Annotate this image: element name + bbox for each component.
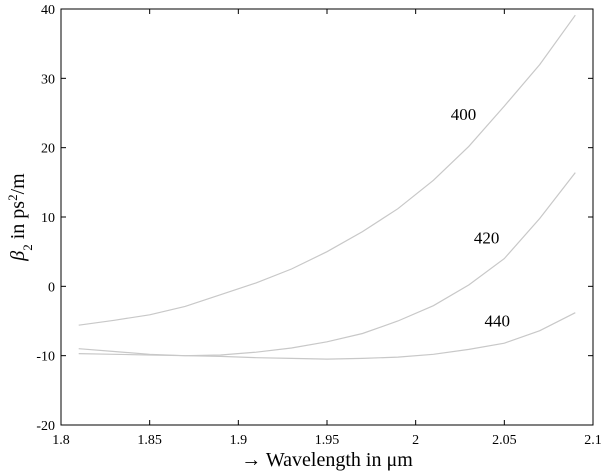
- x-tick-label: 1.8: [52, 433, 70, 448]
- y-tick-label: -20: [36, 419, 55, 434]
- y-tick-label: 30: [41, 72, 55, 87]
- y-tick-label: 10: [41, 211, 55, 226]
- y-axis-unit-end: /m: [7, 173, 29, 195]
- y-tick-label: 40: [41, 3, 55, 18]
- curve-label-420: 420: [474, 228, 500, 247]
- y-tick-label: 0: [48, 280, 55, 295]
- curve-label-400: 400: [451, 105, 477, 124]
- y-tick-label: 20: [41, 142, 55, 157]
- data-curves: [78, 14, 576, 360]
- y-axis-unit: in ps: [7, 201, 29, 245]
- x-axis-title: → Wavelength in μm: [241, 449, 413, 471]
- x-tick-label: 1.95: [315, 433, 340, 448]
- axis-ticks: [60, 8, 594, 426]
- y-axis-title: β2 in ps2/m: [5, 173, 35, 262]
- x-tick-label: 1.85: [137, 433, 162, 448]
- y-axis-superscript: 2: [5, 194, 20, 201]
- y-axis-symbol: β: [7, 251, 29, 262]
- series-line-440: [78, 312, 576, 360]
- y-tick-labels: -20 -10 0 10 20 30 40: [36, 3, 55, 434]
- curve-label-440: 440: [484, 312, 510, 331]
- curve-annotations: 400 420 440: [451, 105, 510, 331]
- x-tick-label: 2.05: [492, 433, 517, 448]
- plot-frame: [60, 8, 594, 426]
- series-line-400: [78, 14, 576, 326]
- x-tick-labels: 1.8 1.85 1.9 1.95 2 2.05 2.1: [52, 433, 602, 448]
- x-tick-label: 2.1: [584, 433, 602, 448]
- y-tick-label: -10: [36, 350, 55, 365]
- y-axis-subscript: 2: [20, 244, 35, 251]
- x-tick-label: 1.9: [230, 433, 248, 448]
- x-tick-label: 2: [412, 433, 419, 448]
